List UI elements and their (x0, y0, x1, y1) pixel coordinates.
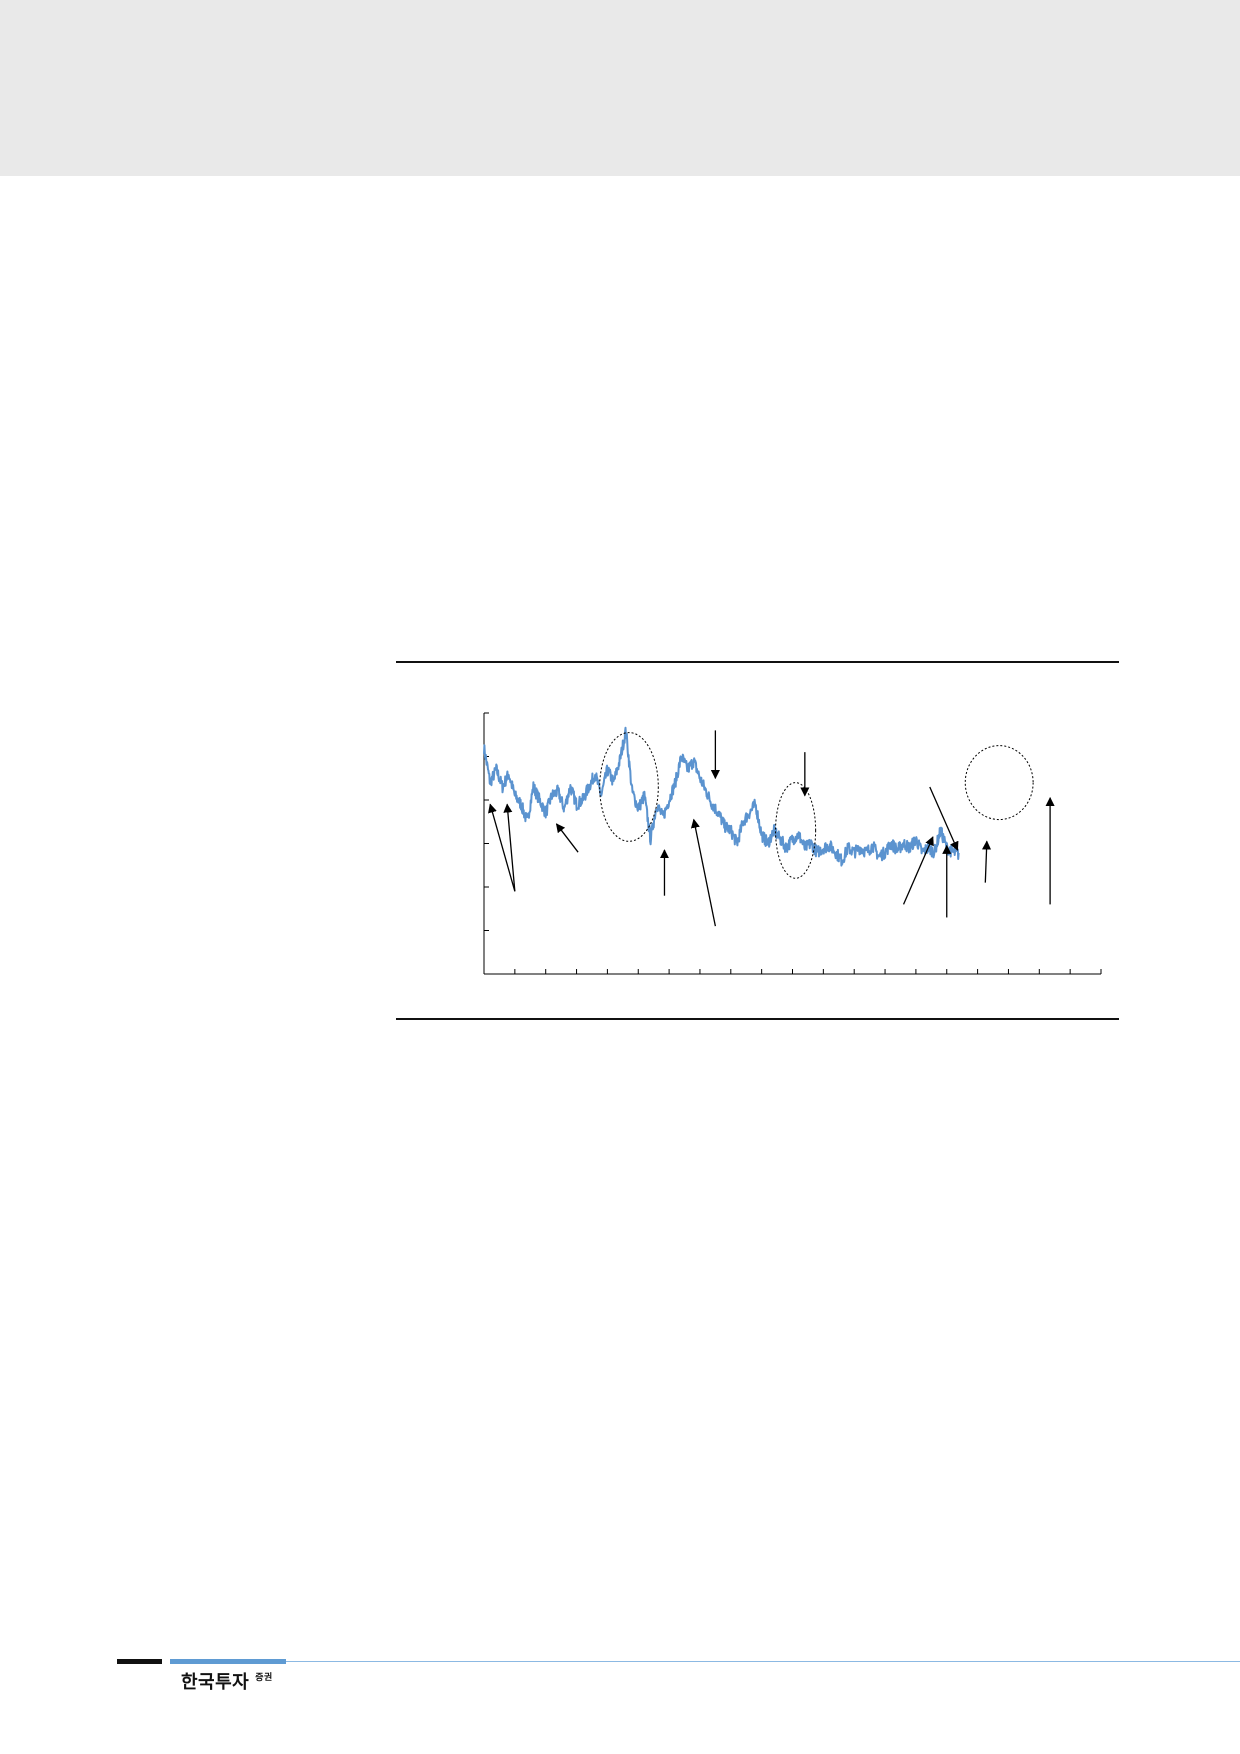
figure-bottom-rule (396, 1018, 1119, 1020)
annotation-ellipse (775, 782, 817, 879)
footer-accent-blue (170, 1659, 286, 1664)
series-line (483, 726, 960, 867)
chart-series (483, 726, 960, 867)
chart-axes (483, 712, 1102, 975)
chart-annotations (488, 730, 1055, 927)
annotation-arrow (902, 836, 934, 905)
brand-logo: 한국투자 증권 (181, 1668, 273, 1694)
annotation-arrow (488, 803, 516, 892)
annotation-arrow (929, 786, 959, 851)
brand-sub-text: 증권 (255, 1673, 273, 1683)
annotation-arrow (503, 803, 516, 892)
chart-figure (396, 661, 1119, 1021)
line-chart (483, 712, 1102, 975)
annotation-arrow (982, 840, 992, 883)
annotation-arrow (555, 823, 579, 853)
header-band (0, 0, 1240, 176)
brand-main-text: 한국투자 (181, 1672, 250, 1693)
annotation-arrow (690, 818, 717, 927)
figure-top-rule (396, 661, 1119, 663)
annotation-ellipse (599, 732, 659, 842)
footer-rule (286, 1661, 1240, 1662)
footer-accent-black (117, 1659, 162, 1664)
annotation-ellipse (964, 745, 1034, 821)
